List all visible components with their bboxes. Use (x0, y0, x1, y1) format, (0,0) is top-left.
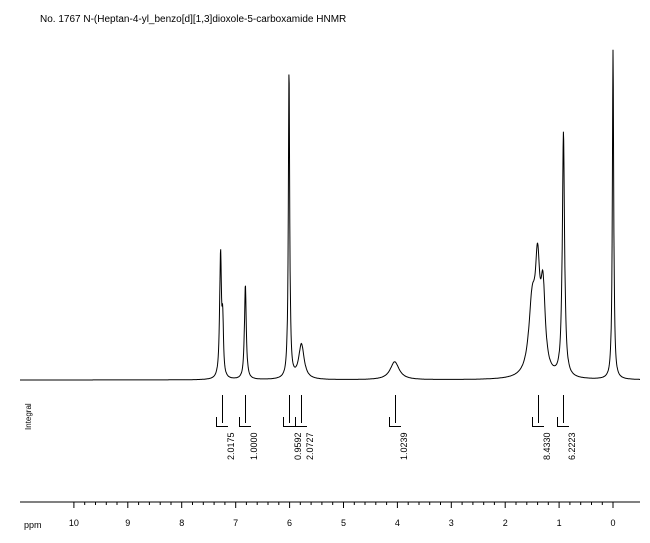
x-tick-label: 8 (179, 518, 184, 528)
x-tick-label: 6 (287, 518, 292, 528)
x-tick-label: 9 (125, 518, 130, 528)
x-tick-label: 7 (233, 518, 238, 528)
x-axis (0, 500, 650, 520)
integral-value: 0.9592 (293, 432, 303, 460)
integral-curve (239, 417, 251, 427)
integral-value: 2.0175 (226, 432, 236, 460)
integral-axis-label: Integral (24, 403, 33, 430)
integral-curve (283, 417, 295, 427)
integral-value: 1.0239 (399, 432, 409, 460)
x-tick-label: 3 (449, 518, 454, 528)
integral-value: 6.2223 (567, 432, 577, 460)
integral-curve (216, 417, 228, 427)
x-tick-label: 1 (557, 518, 562, 528)
x-tick-label: 2 (503, 518, 508, 528)
chart-title: No. 1767 N-(Heptan-4-yl_benzo[d][1,3]dio… (40, 14, 346, 25)
x-tick-label: 0 (611, 518, 616, 528)
integral-curve (532, 417, 544, 427)
x-tick-label: 4 (395, 518, 400, 528)
x-tick-label: 5 (341, 518, 346, 528)
integral-value: 1.0000 (249, 432, 259, 460)
integral-curve (557, 417, 569, 427)
x-axis-label: ppm (24, 520, 42, 530)
nmr-spectrum-plot (20, 40, 640, 390)
integral-curve (389, 417, 401, 427)
integral-value: 8.4330 (542, 432, 552, 460)
integral-value: 2.0727 (305, 432, 315, 460)
integral-curve (295, 417, 307, 427)
x-tick-label: 10 (69, 518, 79, 528)
